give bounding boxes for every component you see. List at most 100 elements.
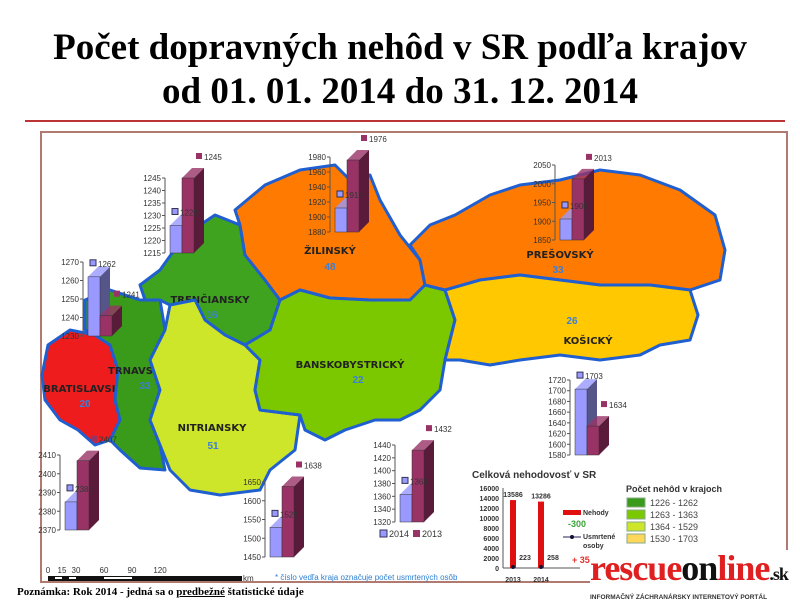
tick-label: 1235 <box>143 199 161 208</box>
total-tick-label: 8000 <box>483 526 499 533</box>
tick-label: 1650 <box>243 478 261 487</box>
legend-nehody: Nehody <box>583 510 609 517</box>
tick-label: 1920 <box>308 198 326 207</box>
range-swatch <box>626 533 646 544</box>
tick-label: 1600 <box>243 497 261 506</box>
tick-label: 2370 <box>38 526 56 535</box>
bar-side <box>89 450 99 530</box>
scale-segment <box>69 577 76 579</box>
value-2014: 1363 <box>410 477 428 486</box>
accidents-label: 13286 <box>531 494 551 501</box>
region-name: BRATISLAVSKÝ <box>43 382 127 395</box>
bar-top <box>77 450 99 461</box>
tick-label: 1500 <box>243 534 261 543</box>
total-tick-label: 0 <box>495 566 499 573</box>
legend-square <box>271 509 279 517</box>
legend-2014: 2014 <box>389 529 409 539</box>
value-2013: 1241 <box>122 291 140 300</box>
fatalities-count: 16 <box>206 310 218 321</box>
tick-label: 1245 <box>143 174 161 183</box>
tick-label: 1230 <box>61 332 79 341</box>
tick-label: 1940 <box>308 183 326 192</box>
bar-2013 <box>99 315 113 337</box>
logo-part: line <box>717 548 770 588</box>
tick-label: 1270 <box>61 258 79 267</box>
region-5 <box>243 283 457 442</box>
tick-label: 1980 <box>308 153 326 162</box>
bar-2014 <box>269 527 283 558</box>
bar-top <box>587 416 609 427</box>
fatalities-point <box>539 565 543 569</box>
scale-tick: 60 <box>100 566 109 575</box>
fatalities-label: 223 <box>519 555 531 562</box>
region-name: KOŠICKÝ <box>563 334 613 347</box>
value-2014: 1912 <box>345 191 363 200</box>
fatalities-count: 33 <box>552 265 564 276</box>
legend-square <box>296 461 302 468</box>
fatalities-count: 26 <box>566 316 578 327</box>
legend-square <box>336 190 344 198</box>
range-legend-title: Počet nehôd v krajoch <box>626 484 722 494</box>
bar-top <box>572 168 594 179</box>
bar-side <box>359 150 369 232</box>
bar-top <box>575 379 597 390</box>
legend-square <box>401 476 409 484</box>
logo-part: rescue <box>590 548 682 588</box>
tick-label: 2380 <box>38 507 56 516</box>
bar-2013 <box>411 449 425 523</box>
tick-label: 1450 <box>243 553 261 562</box>
total-chart-title: Celková nehodovosť v SR <box>472 470 597 481</box>
accidents-bar <box>510 500 516 568</box>
fatalities-count: 33 <box>139 381 151 392</box>
bar-side <box>112 305 122 336</box>
mini-chart-1: 1230 1240 1250 1260 1270 1262 1241 <box>61 258 140 341</box>
legend-square <box>171 208 179 215</box>
title-line-1: Počet dopravných nehôd v SR podľa krajov <box>53 27 747 68</box>
total-tick-label: 12000 <box>480 506 500 513</box>
scale-tick: 30 <box>72 566 81 575</box>
mini-chart-5: 1320 1340 1360 1380 1400 1420 1440 1363 1432 <box>373 425 452 527</box>
tick-label: 1900 <box>308 213 326 222</box>
bar-side <box>584 168 594 240</box>
tick-label: 1340 <box>373 505 391 514</box>
accidents-label: 13586 <box>503 492 523 499</box>
tick-label: 1880 <box>308 228 326 237</box>
legend-square <box>601 401 607 408</box>
mini-chart-2: 1215 1220 1225 1230 1235 1240 1245 1226 1245 <box>143 153 222 258</box>
logo-tagline: INFORMAČNÝ ZÁCHRANÁRSKY INTERNETOVÝ PORT… <box>590 594 768 601</box>
legend-usmrtene-2: osoby <box>583 543 604 550</box>
value-2013: 1634 <box>609 401 627 410</box>
scale-unit: km <box>243 574 254 583</box>
legend-square <box>561 201 569 209</box>
bar-side <box>599 416 609 455</box>
tick-label: 2050 <box>533 161 551 170</box>
note-prefix: Poznámka: Rok 2014 - jedná sa o <box>17 586 177 598</box>
tick-label: 1360 <box>373 492 391 501</box>
fatalities-count: 48 <box>324 262 336 273</box>
scale-bar <box>48 576 242 581</box>
tick-label: 1620 <box>548 430 566 439</box>
region-name: PREŠOVSKÝ <box>526 248 594 261</box>
note-suffix: štatistické údaje <box>224 586 304 598</box>
value-2013: 1245 <box>204 153 222 162</box>
range-label: 1226 - 1262 <box>650 498 698 508</box>
tick-label: 1400 <box>373 467 391 476</box>
bar-top <box>100 305 122 316</box>
usmrtene-marker <box>570 535 574 539</box>
region-name: NITRIANSKY <box>178 423 247 434</box>
bar-2014 <box>399 494 413 523</box>
value-2014: 1703 <box>585 372 603 381</box>
bar-2013 <box>76 460 90 531</box>
legend-square <box>586 153 592 160</box>
legend-square <box>66 484 74 492</box>
bar-top <box>347 150 369 160</box>
bar-2014 <box>334 207 348 233</box>
range-swatch <box>626 497 646 508</box>
bar-2013 <box>281 486 295 558</box>
scale-tick: 120 <box>153 566 167 575</box>
bar-top <box>412 440 434 451</box>
bar-2013 <box>571 178 585 241</box>
year-label: 2013 <box>505 577 521 584</box>
